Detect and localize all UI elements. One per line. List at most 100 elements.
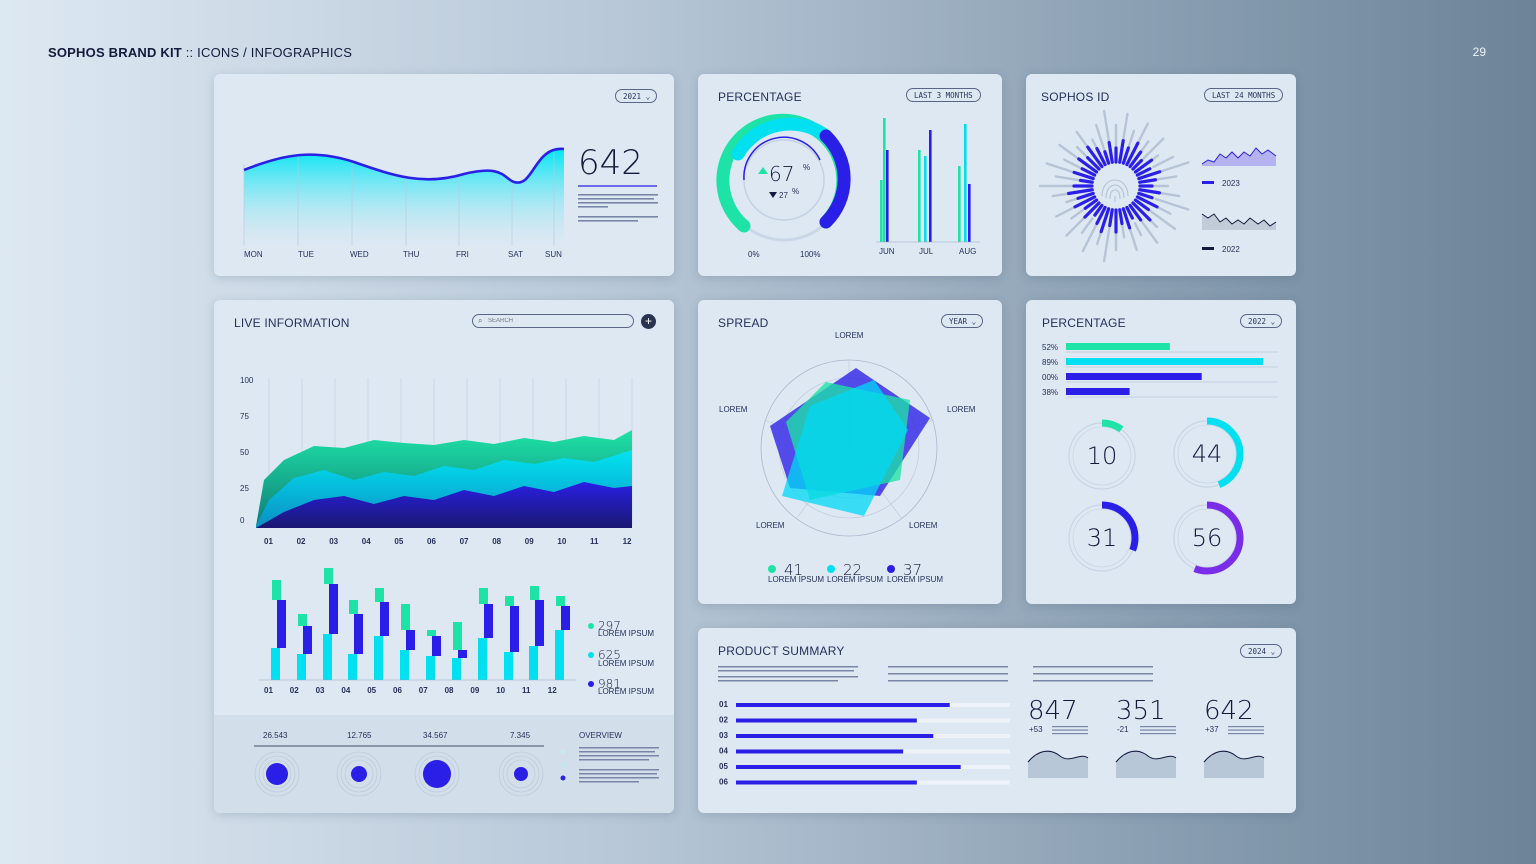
burst-spike [1091,138,1099,150]
bar-segment [348,654,357,680]
bar-segment [452,658,461,680]
search-field[interactable]: ⌕ [472,314,634,328]
spark-2022 [1202,214,1276,230]
y-tick: 0 [240,516,245,525]
burst-spike [1133,158,1154,174]
stacked-bars [271,568,570,680]
y-tick: 25 [240,484,249,493]
up-unit: % [803,163,810,172]
legend-label: LOREM IPSUM [887,575,943,584]
row-label: 03 [719,731,728,740]
burst-spike [1121,146,1130,165]
plus-icon: + [644,314,652,328]
month-bar [958,166,961,242]
percentage-rings-card: PERCENTAGE 2022 ⌄ 52% 89% 00% 38% 10 44 31 56 [1026,300,1296,604]
legend-value: 41 [784,561,803,579]
month-bar [929,130,932,242]
kpi-value: 847 [1028,696,1078,726]
add-button[interactable]: + [641,314,656,329]
x-tick: 05 [367,686,376,695]
kpi-sparkline [1204,751,1264,778]
product-summary-card: PRODUCT SUMMARY 2024 ⌄ 01 02 03 04 05 06 847 +… [698,628,1296,813]
x-tick: 07 [419,686,428,695]
sophos-id-card: SOPHOS ID LAST 24 MONTHS 2023 2022 [1026,74,1296,276]
ring-value: 44 [1192,440,1223,468]
burst-spike [1154,175,1178,181]
weekly-area [244,148,564,246]
burst-spike [1063,158,1086,171]
bar-segment [354,614,363,654]
x-tick: 11 [590,537,599,546]
page-header: SOPHOS BRAND KIT :: ICONS / INFOGRAPHICS [48,45,352,60]
x-tick: 08 [445,686,454,695]
card-title: PRODUCT SUMMARY [718,644,845,658]
burst-spike [1103,150,1111,165]
burst-spike [1095,123,1107,153]
bar-segment [556,596,565,606]
year-dropdown[interactable]: 2024 ⌄ [1240,644,1282,658]
x-tick: 02 [297,537,306,546]
ring-arc [1065,501,1139,575]
range-dropdown[interactable]: LAST 3 MONTHS [906,88,981,102]
footer-dot [423,760,451,788]
burst-spike [1137,191,1154,200]
x-tick: 07 [460,537,469,546]
month-label: JUL [919,247,934,256]
x-tick: 04 [362,537,371,546]
search-input[interactable] [488,316,628,326]
bar-segment [478,638,487,680]
axis-label: LOREM [719,405,748,414]
month-bar [886,150,889,242]
range-dropdown[interactable]: LAST 24 MONTHS [1204,88,1284,102]
burst-spike [1078,178,1094,184]
burst-spike [1086,145,1104,169]
burst-spike [1137,170,1162,181]
chevron-down-icon: ⌄ [971,317,977,326]
burst-spike [1121,207,1132,230]
legend-label: LOREM IPSUM [598,659,654,668]
year-value: 2022 [1248,317,1267,326]
axis-label: LOREM [835,331,864,340]
live-charts: 100 75 50 25 0 01 02 03 04 05 06 07 08 09 10 11 12 … [214,376,674,813]
burst-spike [1147,208,1177,231]
area-series-blue [256,482,632,528]
year-dropdown[interactable]: 2022 ⌄ [1240,314,1282,328]
overview-title: OVERVIEW [579,731,622,740]
row-label: 05 [719,762,728,771]
burst-spike [1135,195,1159,209]
day-label: SUN [545,250,562,259]
year-dropdown[interactable]: 2021 ⌄ [615,89,657,103]
axis-label: LOREM [756,521,785,530]
burst-spike [1138,178,1158,184]
bar-segment [561,606,570,630]
burst-spike [1070,207,1087,220]
y-tick: 50 [240,448,249,457]
burst-spike [1131,201,1152,222]
burst-spike [1076,191,1095,200]
burst-spike [1080,167,1097,177]
burst-spike [1121,224,1126,239]
x-tick: 06 [427,537,436,546]
legend-value: 37 [903,561,922,579]
burst-spike [1102,109,1111,148]
percentage-bar [1066,358,1264,365]
range-dropdown[interactable]: YEAR ⌄ [941,314,983,328]
burst-spike [1152,155,1175,169]
percentage-bar [1066,373,1202,380]
burst-spike [1083,198,1099,210]
burst-spike [1093,203,1104,217]
footer-dot [266,763,288,785]
kpi-delta: +37 [1205,725,1219,734]
percentage-bar [1066,388,1130,395]
row-bar [736,718,917,723]
row-bar [736,734,934,738]
chevron-down-icon: ⌄ [1270,647,1276,656]
bar-label: 38% [1042,388,1058,397]
x-tick: 12 [623,537,632,546]
x-tick: 01 [264,686,273,695]
gauge-min: 0% [748,250,760,259]
page-number: 29 [1472,45,1486,59]
burst-spike [1080,217,1094,235]
gauge-max: 100% [800,250,820,259]
legend-value: 981 [598,677,621,691]
